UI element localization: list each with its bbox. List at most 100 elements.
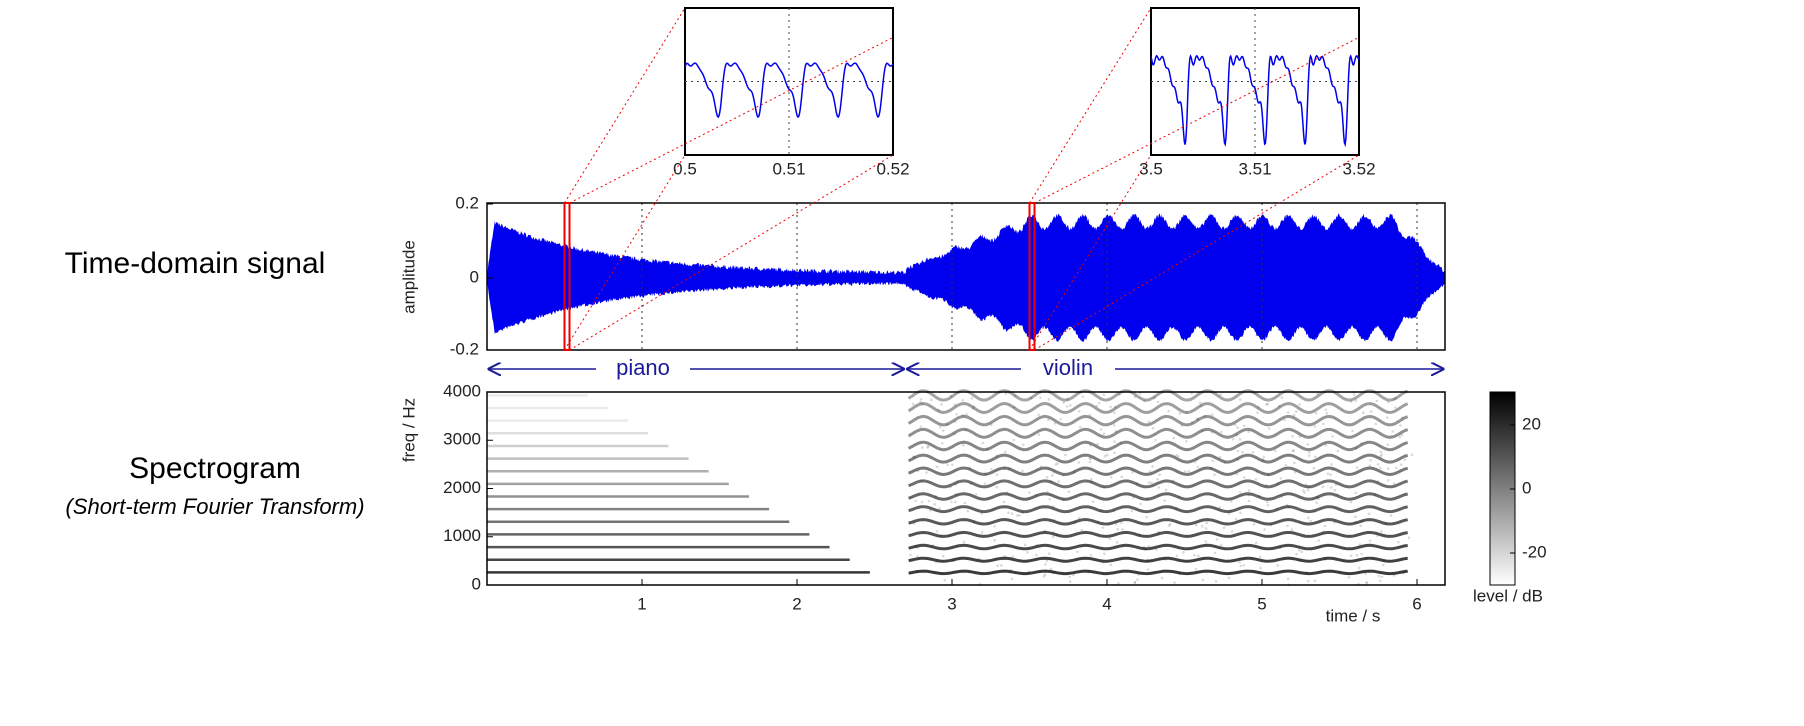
spectrogram-noise: [1397, 540, 1400, 544]
spectrogram-noise: [1059, 417, 1063, 421]
spectrogram-noise: [1362, 411, 1365, 415]
spectrogram-noise: [1349, 500, 1353, 504]
spectrogram-noise: [1368, 464, 1372, 467]
zoom-connector: [1029, 154, 1152, 351]
x-tick-label: 0.5: [673, 159, 697, 178]
spectrogram-noise: [1034, 493, 1038, 497]
spectrogram-noise: [1145, 497, 1149, 500]
spectrogram-noise: [1155, 548, 1158, 551]
spectrogram-noise: [948, 534, 951, 538]
spectrogram-noise: [1049, 479, 1053, 483]
spectrogram-noise: [1380, 575, 1384, 579]
spectrogram-noise: [1067, 490, 1071, 494]
segment-label-bg: [596, 351, 690, 387]
spectrogram-noise: [1399, 424, 1402, 427]
spectrogram-noise: [1172, 436, 1176, 440]
spectrogram-noise: [931, 544, 935, 547]
spectrogram-noise: [1204, 540, 1208, 543]
spectrogram-noise: [1266, 402, 1269, 406]
spectrogram-noise: [1190, 421, 1194, 424]
spectrogram-noise: [1048, 552, 1051, 555]
spectrogram-noise: [1054, 463, 1058, 466]
spectrogram-noise: [1021, 511, 1024, 515]
spectrogram-noise: [1358, 543, 1362, 546]
violin-harmonic: [908, 479, 1409, 489]
spectrogram-noise: [1254, 478, 1258, 481]
x-tick-label: 3.51: [1238, 159, 1271, 178]
spectrogram-noise: [1064, 453, 1067, 457]
spectrogram-noise: [933, 503, 937, 506]
spectrogram-noise: [1382, 559, 1386, 563]
spectrogram-noise: [1336, 449, 1340, 453]
spectrogram-noise: [954, 493, 958, 496]
spectrogram-noise: [963, 501, 967, 505]
spectrogram-noise: [1334, 483, 1338, 487]
x-tick-label: 4: [1102, 594, 1111, 613]
spectrogram-noise: [1376, 534, 1379, 538]
spectrogram-noise: [1157, 486, 1161, 489]
spectrogram-noise: [1307, 516, 1310, 520]
waveform-envelope: [487, 213, 1445, 342]
spectrogram-noise: [1365, 582, 1369, 585]
row-label: Time-domain signal: [65, 247, 326, 280]
spectrogram-noise: [993, 524, 996, 528]
spectrogram-noise: [1403, 458, 1407, 461]
spectrogram-noise: [953, 403, 957, 407]
spectrogram-noise: [1298, 403, 1301, 406]
spectrogram-noise: [1108, 537, 1112, 541]
spectrogram-noise: [1102, 393, 1106, 397]
spectrogram-noise: [1307, 485, 1311, 489]
spectrogram-noise: [1121, 528, 1124, 531]
spectrogram-noise: [1168, 522, 1172, 526]
y-tick-label: 2000: [443, 478, 481, 497]
spectrogram-noise: [1230, 500, 1233, 503]
spectrogram-noise: [1291, 435, 1294, 438]
spectrogram-noise: [972, 521, 976, 524]
zoom-connector: [564, 154, 686, 351]
spectrogram-noise: [1255, 470, 1259, 474]
spectrogram-noise: [1147, 544, 1151, 548]
y-tick-label: 4000: [443, 381, 481, 400]
spectrogram-noise: [1227, 512, 1231, 515]
spectrogram-noise: [1076, 550, 1079, 553]
spectrogram-noise: [1139, 502, 1142, 506]
spectrogram-noise: [1283, 418, 1286, 422]
spectrogram-noise: [928, 509, 932, 512]
waveform-frame: [486, 202, 1446, 351]
spectrogram-noise: [1153, 396, 1156, 400]
violin-harmonic: [908, 530, 1408, 538]
spectrogram-noise: [1147, 481, 1151, 484]
spectrogram-noise: [1239, 398, 1242, 401]
spectrogram-noise: [1142, 545, 1146, 549]
spectrogram-noise: [926, 444, 930, 448]
spectrogram-noise: [950, 463, 954, 466]
spectrogram-noise: [1238, 561, 1241, 564]
y-tick-label: -0.2: [450, 339, 479, 358]
spectrogram-noise: [1376, 463, 1380, 466]
spectrogram-noise: [1285, 503, 1289, 507]
spectrogram-noise: [1089, 554, 1093, 557]
spectrogram-noise: [1120, 521, 1123, 525]
spectrogram-noise: [1367, 512, 1371, 516]
spectrogram-noise: [912, 455, 915, 459]
spectrogram-noise: [1398, 435, 1402, 439]
spectrogram-noise: [1389, 514, 1393, 517]
spectrogram-noise: [1284, 463, 1288, 467]
spectrogram-noise: [1326, 472, 1330, 476]
violin-harmonic: [908, 543, 1408, 551]
spectrogram-noise: [941, 429, 945, 432]
spectrogram-noise: [1357, 566, 1361, 570]
waveform-panel: [487, 213, 1445, 342]
spectrogram-noise: [1333, 488, 1337, 492]
spectrogram-noise: [1293, 461, 1296, 465]
spectrogram-noise: [927, 499, 931, 503]
spectrogram-noise: [1016, 514, 1019, 517]
spectrogram-noise: [916, 555, 919, 558]
spectrogram-noise: [1101, 526, 1105, 529]
segment-label: violin: [1043, 355, 1093, 380]
spectrogram-noise: [1392, 397, 1396, 401]
spectrogram-noise: [1112, 424, 1116, 427]
spectrogram-noise: [1259, 566, 1262, 570]
spectrogram-noise: [1178, 572, 1182, 576]
spectrogram-noise: [920, 500, 924, 504]
